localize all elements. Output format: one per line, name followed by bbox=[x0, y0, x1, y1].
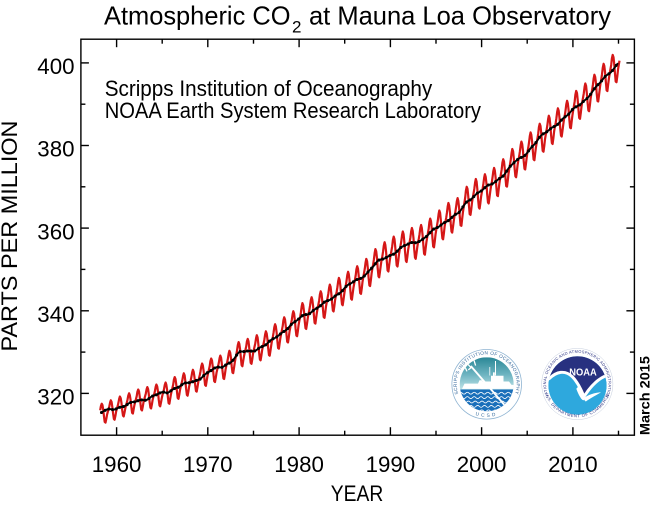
svg-text:UCSD: UCSD bbox=[475, 411, 499, 419]
svg-text:2010: 2010 bbox=[548, 452, 598, 477]
svg-text:March 2015: March 2015 bbox=[637, 356, 651, 435]
svg-text:Atmospheric CO: Atmospheric CO bbox=[104, 0, 291, 30]
svg-text:400: 400 bbox=[37, 54, 74, 79]
svg-text:2: 2 bbox=[292, 18, 301, 37]
svg-text:NOAA Earth System Research Lab: NOAA Earth System Research Laboratory bbox=[105, 98, 481, 123]
svg-text:360: 360 bbox=[37, 219, 74, 244]
svg-text:320: 320 bbox=[37, 385, 74, 410]
svg-text:380: 380 bbox=[37, 137, 74, 162]
svg-text:1980: 1980 bbox=[274, 452, 324, 477]
svg-text:1990: 1990 bbox=[366, 452, 416, 477]
svg-text:2000: 2000 bbox=[457, 452, 507, 477]
svg-text:1970: 1970 bbox=[183, 452, 233, 477]
svg-text:YEAR: YEAR bbox=[331, 481, 384, 506]
svg-text:PARTS PER MILLION: PARTS PER MILLION bbox=[0, 121, 22, 352]
svg-text:at Mauna Loa Observatory: at Mauna Loa Observatory bbox=[309, 0, 611, 30]
svg-text:Scripps Institution of Oceanog: Scripps Institution of Oceanography bbox=[105, 76, 433, 101]
svg-text:340: 340 bbox=[37, 302, 74, 327]
svg-text:NOAA: NOAA bbox=[569, 366, 597, 378]
svg-text:1960: 1960 bbox=[92, 452, 142, 477]
